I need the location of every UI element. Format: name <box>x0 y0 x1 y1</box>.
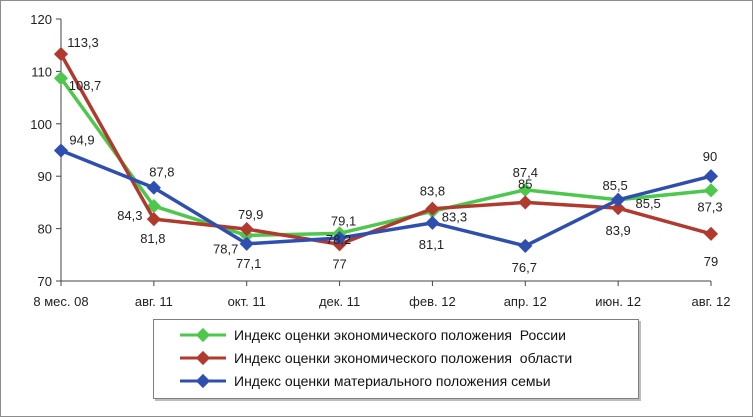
x-tick-label: дек. 11 <box>319 294 360 309</box>
data-point-region <box>146 212 161 227</box>
data-label-family: 87,8 <box>149 165 174 180</box>
data-point-family <box>53 143 69 158</box>
legend-label-russia: Индекс оценки экономического положения Р… <box>234 327 566 343</box>
data-label-family: 77,1 <box>236 256 261 271</box>
y-tick-label: 110 <box>31 64 52 79</box>
data-label-russia: 78,7 <box>213 241 238 256</box>
data-label-region: 85 <box>518 176 532 191</box>
data-point-family <box>703 169 719 184</box>
data-point-russia <box>703 183 719 198</box>
y-tick-label: 120 <box>30 12 52 27</box>
x-tick-label: июн. 12 <box>595 294 641 309</box>
data-point-family <box>425 215 440 230</box>
data-point-region <box>611 201 626 216</box>
legend: Индекс оценки экономического положения Р… <box>153 319 639 399</box>
data-point-region <box>703 226 719 241</box>
x-tick-label: авг. 12 <box>692 294 731 309</box>
data-label-russia: 79,1 <box>331 213 356 228</box>
legend-item-russia: Индекс оценки экономического положения Р… <box>178 324 566 346</box>
x-tick-label: 8 мес. 08 <box>33 294 88 309</box>
data-label-russia: 84,3 <box>117 208 142 223</box>
data-label-family: 78,2 <box>326 232 351 247</box>
legend-label-family: Индекс оценки материального положения се… <box>234 373 551 389</box>
data-label-family: 85,5 <box>602 178 627 193</box>
data-label-region: 83,9 <box>605 223 630 238</box>
x-tick-label: фев. 12 <box>409 294 456 309</box>
data-label-russia: 85,5 <box>635 196 660 211</box>
y-tick-label: 90 <box>38 169 52 184</box>
data-label-region: 79 <box>704 254 718 269</box>
data-point-family <box>146 180 161 195</box>
data-label-region: 83,8 <box>420 184 445 199</box>
data-label-region: 79,9 <box>238 207 263 222</box>
x-tick-label: апр. 12 <box>504 294 547 309</box>
data-point-region <box>239 222 254 237</box>
data-point-family <box>518 238 533 253</box>
y-tick-label: 100 <box>30 117 52 132</box>
series-line-family <box>60 148 712 248</box>
data-label-family: 81,1 <box>419 237 444 252</box>
data-label-russia: 108,7 <box>69 78 102 93</box>
data-point-russia <box>518 182 533 197</box>
data-label-region: 113,3 <box>67 35 99 50</box>
data-label-russia: 87,4 <box>513 165 538 180</box>
data-label-family: 90 <box>703 149 717 164</box>
x-tick-label: окт. 11 <box>228 294 266 309</box>
y-tick-label: 80 <box>38 222 52 237</box>
data-label-family: 76,7 <box>512 260 537 275</box>
legend-label-region: Индекс оценки экономического положения о… <box>234 350 573 366</box>
y-tick-label: 70 <box>38 274 52 289</box>
x-tick-label: авг. 11 <box>135 294 173 309</box>
legend-item-family: Индекс оценки материального положения се… <box>178 370 551 392</box>
legend-swatch-russia <box>180 327 226 343</box>
data-label-family: 94,9 <box>69 133 94 148</box>
data-label-region: 77 <box>332 256 346 271</box>
data-label-russia: 87,3 <box>697 199 722 214</box>
data-point-family <box>239 236 254 251</box>
data-label-region: 81,8 <box>140 231 165 246</box>
legend-swatch-region <box>180 350 226 366</box>
data-label-russia: 83,3 <box>442 209 467 224</box>
legend-item-region: Индекс оценки экономического положения о… <box>178 347 572 369</box>
data-point-region <box>53 47 69 62</box>
series-line-region <box>59 53 712 247</box>
data-point-family <box>611 192 626 207</box>
data-point-region <box>425 201 440 216</box>
data-point-region <box>518 195 533 210</box>
legend-swatch-family <box>180 373 226 389</box>
data-point-family <box>332 230 347 246</box>
series-line-russia <box>59 77 712 238</box>
